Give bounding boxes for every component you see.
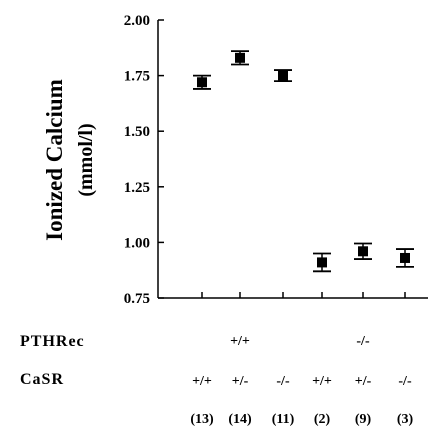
- sample-size-label: (9): [355, 412, 372, 427]
- y-tick-label: 1.50: [124, 124, 150, 140]
- sample-size-label: (2): [314, 412, 331, 427]
- data-point: [400, 252, 410, 263]
- sample-size-label: (14): [228, 412, 252, 427]
- data-point-group: [193, 74, 211, 90]
- y-tick-label: 2.00: [124, 13, 150, 29]
- row-label-casr: CaSR: [20, 371, 64, 388]
- pthrec-group-1: +/+: [230, 334, 250, 349]
- data-point: [358, 246, 368, 257]
- y-tick-label: 0.75: [124, 291, 150, 307]
- casr-genotype-label: -/-: [398, 374, 412, 389]
- data-marks: [193, 50, 414, 273]
- y-ticks: 2.00 1.75 1.50 1.25 1.00 0.75: [124, 13, 164, 307]
- casr-genotype-label: +/-: [232, 374, 249, 389]
- data-point: [317, 257, 327, 268]
- x-ticks: [201, 292, 406, 298]
- casr-row: +/+ +/- -/- +/+ +/- -/-: [192, 374, 412, 389]
- y-axis-title: Ionized Calcium: [42, 79, 67, 241]
- sample-size-row: (13) (14) (11) (2) (9) (3): [190, 412, 413, 427]
- data-point: [278, 70, 288, 81]
- data-point-group: [313, 252, 331, 273]
- sample-size-label: (13): [190, 412, 214, 427]
- data-point-group: [231, 50, 249, 66]
- sample-size-label: (3): [397, 412, 414, 427]
- row-label-pthrec: PTHRec: [20, 333, 85, 350]
- casr-genotype-label: -/-: [276, 374, 290, 389]
- y-tick-label: 1.25: [124, 180, 150, 196]
- data-point-group: [354, 242, 372, 260]
- data-point: [197, 77, 207, 88]
- casr-genotype-label: +/+: [312, 374, 332, 389]
- sample-size-label: (11): [272, 412, 295, 427]
- casr-genotype-label: +/+: [192, 374, 212, 389]
- y-tick-label: 1.00: [124, 235, 150, 251]
- casr-genotype-label: +/-: [355, 374, 372, 389]
- data-point-group: [274, 69, 292, 83]
- pthrec-group-2: -/-: [356, 334, 370, 349]
- y-tick-label: 1.75: [124, 69, 150, 85]
- y-axis-unit: (mmol/l): [75, 123, 97, 196]
- data-point-group: [396, 248, 414, 268]
- data-point: [235, 52, 245, 63]
